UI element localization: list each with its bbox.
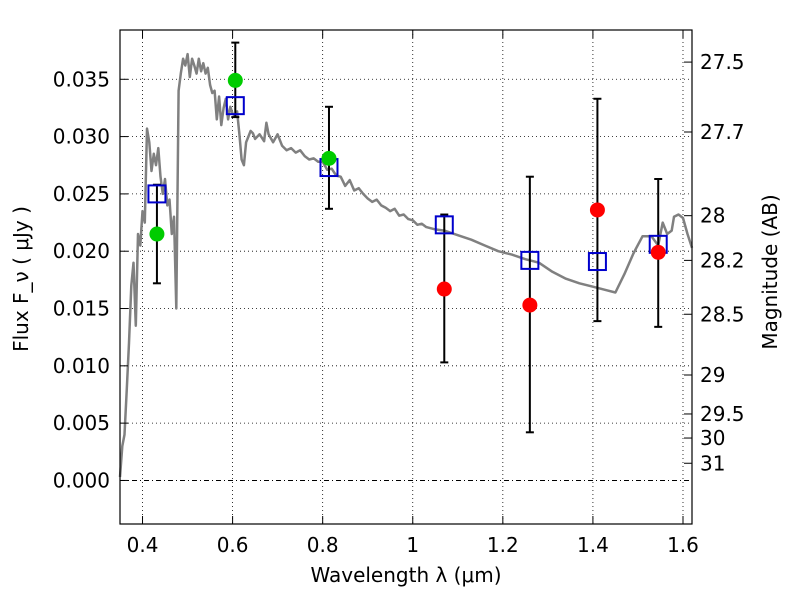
y-axis-label: Flux F_ν ( μJy ) (9, 206, 33, 352)
x-tick-label: 0.4 (127, 533, 159, 557)
y-tick-label: 0.020 (53, 239, 110, 263)
right-tick-label: 28.5 (700, 302, 745, 326)
plot-frame (119, 29, 693, 525)
square-marker (434, 215, 454, 235)
circle-marker (436, 281, 452, 297)
right-tick-label: 31 (700, 451, 725, 475)
x-tick-label: 0.6 (217, 533, 249, 557)
circle-marker (522, 297, 538, 313)
right-tick-label: 29 (700, 363, 725, 387)
right-tick-label: 28.2 (700, 248, 745, 272)
y-tick-label: 0.015 (53, 297, 110, 321)
y-tick-label: 0.035 (53, 67, 110, 91)
right-tick-label: 27.5 (700, 50, 745, 74)
right-tick-label: 29.5 (700, 402, 745, 426)
square-marker (225, 96, 245, 116)
circle-marker (321, 150, 337, 166)
circle-marker (650, 244, 666, 260)
square-marker (587, 252, 607, 272)
right-tick-label: 28 (700, 204, 725, 228)
x-axis-label: Wavelength λ (μm) (310, 563, 501, 587)
circle-marker (149, 226, 165, 242)
axis-ticks: 0.4 0.6 0.8 1 1.2 1.4 1.6 0.000 0.005 0.010 0.015 0… (53, 30, 745, 557)
model-spectrum-line (118, 52, 694, 478)
x-tick-label: 1.4 (577, 533, 609, 557)
x-tick-label: 0.8 (307, 533, 339, 557)
circle-marker (589, 202, 605, 218)
square-marker (147, 184, 167, 204)
x-tick-label: 1.2 (487, 533, 519, 557)
data-series (118, 41, 694, 478)
y-tick-label: 0.025 (53, 182, 110, 206)
right-axis-label: Magnitude (AB) (758, 194, 782, 349)
x-tick-label: 1.6 (667, 533, 699, 557)
y-tick-label: 0.030 (53, 125, 110, 149)
y-tick-label: 0.005 (53, 411, 110, 435)
square-marker (520, 250, 540, 270)
circle-marker (227, 72, 243, 88)
right-tick-label: 30 (700, 426, 725, 450)
right-tick-label: 27.7 (700, 120, 745, 144)
y-tick-label: 0.010 (53, 354, 110, 378)
y-tick-label: 0.000 (53, 468, 110, 492)
x-tick-label: 1 (406, 533, 419, 557)
